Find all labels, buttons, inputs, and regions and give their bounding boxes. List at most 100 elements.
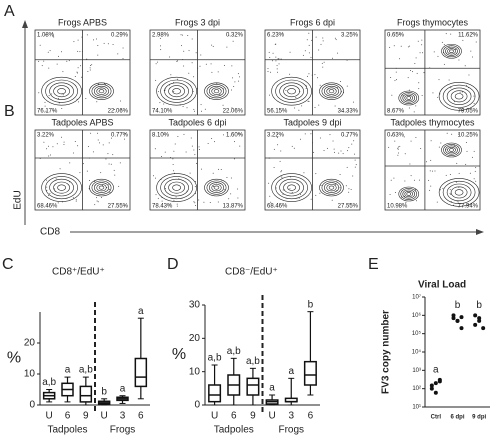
event-dot (77, 39, 79, 41)
contour (209, 182, 225, 193)
y-tick-label: 10⁵ (412, 330, 422, 337)
y-tick-label: 10 (24, 369, 36, 380)
event-dot (108, 163, 110, 165)
contour (91, 84, 112, 99)
event-dot (237, 188, 239, 190)
event-dot (159, 102, 161, 104)
event-dot (281, 176, 283, 178)
event-dot (345, 185, 347, 187)
quadrant-percent: 76.17% (37, 109, 58, 115)
contour (445, 46, 458, 56)
event-dot (203, 201, 205, 203)
quadrant-percent: 8.67% (387, 109, 405, 115)
event-dot (48, 155, 50, 157)
event-dot (314, 107, 316, 109)
event-dot (443, 44, 445, 46)
event-dot (53, 36, 55, 38)
contour (94, 85, 110, 97)
event-dot (172, 158, 174, 160)
contour (57, 184, 66, 191)
significance-letter: a,b (42, 377, 56, 388)
event-dot (78, 101, 80, 103)
event-dot (228, 34, 230, 36)
event-dot (119, 100, 121, 102)
event-dot (172, 163, 174, 165)
event-dot (315, 173, 317, 175)
event-dot (157, 91, 159, 93)
contour (172, 184, 181, 191)
event-dot (273, 166, 275, 168)
panel-label: D (167, 256, 179, 273)
event-dot (475, 167, 477, 169)
event-dot (404, 153, 406, 155)
event-dot (72, 152, 74, 154)
event-dot (121, 109, 123, 111)
event-dot (272, 52, 274, 54)
event-dot (154, 148, 156, 150)
event-dot (59, 168, 61, 170)
data-point (437, 379, 442, 384)
event-dot (198, 146, 200, 148)
event-dot (82, 163, 84, 165)
y-tick-label: 0 (29, 400, 35, 411)
contour (321, 84, 342, 99)
event-dot (472, 32, 474, 34)
event-dot (157, 61, 159, 63)
event-dot (114, 174, 116, 176)
event-dot (49, 192, 51, 194)
event-dot (291, 145, 293, 147)
event-dot (308, 100, 310, 102)
contour (213, 185, 220, 190)
event-dot (473, 95, 475, 97)
event-dot (75, 200, 77, 202)
event-dot (474, 170, 476, 172)
event-dot (421, 94, 423, 96)
event-dot (346, 85, 348, 87)
contour (45, 176, 78, 200)
data-point (477, 318, 482, 323)
event-dot (306, 75, 308, 77)
event-dot (39, 44, 41, 46)
event-dot (307, 100, 309, 102)
event-dot (348, 191, 350, 193)
x-tick-label: U (101, 411, 108, 422)
x-tick-label: 9 (250, 411, 256, 422)
contour (271, 173, 312, 202)
event-dot (160, 45, 162, 47)
event-dot (268, 182, 270, 184)
data-point (451, 316, 456, 321)
contour (206, 180, 227, 195)
contour (49, 178, 74, 197)
event-dot (108, 183, 110, 185)
event-dot (191, 38, 193, 40)
event-dot (81, 51, 83, 53)
event-dot (233, 86, 235, 88)
event-dot (230, 193, 232, 195)
event-dot (210, 63, 212, 65)
event-dot (63, 144, 65, 146)
quadrant-percent: 2.98% (152, 33, 170, 39)
event-dot (211, 138, 213, 140)
event-dot (308, 52, 310, 54)
event-dot (400, 45, 402, 47)
event-dot (194, 202, 196, 204)
event-dot (458, 133, 460, 135)
event-dot (354, 159, 356, 161)
event-dot (97, 201, 99, 203)
event-dot (233, 141, 235, 143)
contour (206, 84, 227, 99)
event-dot (413, 179, 415, 181)
event-dot (458, 172, 460, 174)
event-dot (407, 77, 409, 79)
contour (446, 87, 472, 106)
event-dot (354, 166, 356, 168)
event-dot (318, 49, 320, 51)
contour (398, 186, 420, 202)
event-dot (228, 198, 230, 200)
event-dot (86, 170, 88, 172)
contour (94, 182, 110, 193)
event-dot (319, 137, 321, 139)
event-dot (415, 200, 417, 202)
event-dot (322, 40, 324, 42)
x-tick-label: 3 (288, 411, 294, 422)
